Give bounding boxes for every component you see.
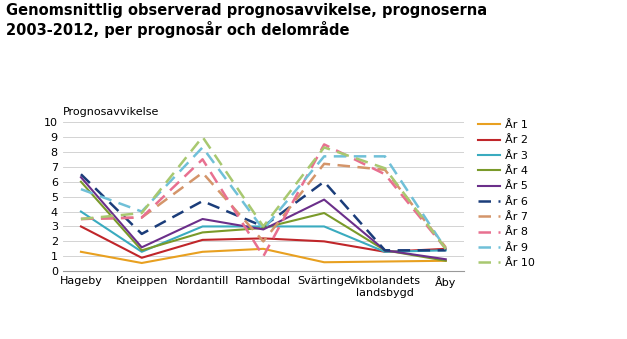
År 7 [199, 171, 206, 175]
År 2 [138, 256, 145, 260]
År 4 [77, 180, 85, 184]
År 1 [442, 259, 450, 263]
År 3 [260, 224, 267, 228]
Line: År 8: År 8 [81, 144, 446, 256]
År 4 [320, 211, 328, 215]
Line: År 5: År 5 [81, 177, 446, 259]
År 10 [138, 211, 145, 215]
År 3 [320, 224, 328, 228]
År 6 [381, 248, 389, 252]
År 3 [138, 250, 145, 254]
År 6 [138, 232, 145, 236]
År 2 [381, 250, 389, 254]
År 3 [77, 210, 85, 214]
År 8 [442, 247, 450, 251]
År 2 [199, 238, 206, 242]
År 7 [77, 217, 85, 221]
År 8 [260, 254, 267, 258]
År 9 [381, 154, 389, 158]
År 10 [442, 247, 450, 251]
År 10 [199, 135, 206, 139]
År 5 [320, 198, 328, 202]
År 4 [199, 231, 206, 235]
Text: Prognosavvikelse: Prognosavvikelse [63, 107, 159, 117]
År 7 [442, 245, 450, 250]
År 2 [260, 236, 267, 240]
År 5 [381, 248, 389, 252]
År 9 [138, 210, 145, 214]
År 8 [138, 216, 145, 220]
Line: År 2: År 2 [81, 226, 446, 258]
År 1 [77, 250, 85, 254]
År 4 [260, 226, 267, 230]
År 8 [320, 142, 328, 146]
År 7 [138, 216, 145, 220]
Legend: År 1, År 2, År 3, År 4, År 5, År 6, År 7, År 8, År 9, År 10: År 1, År 2, År 3, År 4, År 5, År 6, År 7… [478, 120, 535, 268]
År 10 [260, 224, 267, 228]
Line: År 6: År 6 [81, 174, 446, 250]
År 3 [442, 248, 450, 252]
År 7 [320, 162, 328, 166]
År 6 [260, 224, 267, 228]
År 9 [199, 145, 206, 149]
År 10 [381, 166, 389, 170]
År 7 [260, 239, 267, 243]
År 1 [138, 261, 145, 265]
År 5 [442, 257, 450, 261]
År 1 [381, 259, 389, 263]
År 5 [199, 217, 206, 221]
Line: År 9: År 9 [81, 147, 446, 249]
År 3 [381, 250, 389, 254]
År 9 [77, 187, 85, 191]
År 1 [260, 247, 267, 251]
Text: Genomsnittlig observerad prognosavvikelse, prognoserna
2003-2012, per prognosår : Genomsnittlig observerad prognosavvikels… [6, 3, 487, 38]
År 2 [77, 224, 85, 228]
År 9 [320, 154, 328, 158]
År 7 [381, 168, 389, 172]
År 10 [77, 217, 85, 221]
År 8 [381, 172, 389, 176]
År 8 [199, 157, 206, 161]
År 6 [199, 199, 206, 203]
År 9 [260, 227, 267, 232]
År 8 [77, 217, 85, 221]
År 6 [77, 172, 85, 176]
År 5 [138, 245, 145, 250]
Line: År 3: År 3 [81, 212, 446, 252]
År 6 [320, 180, 328, 184]
År 9 [442, 247, 450, 251]
År 2 [442, 247, 450, 251]
År 1 [199, 250, 206, 254]
Line: År 4: År 4 [81, 182, 446, 261]
År 10 [320, 145, 328, 149]
År 3 [199, 224, 206, 228]
År 6 [442, 248, 450, 252]
År 2 [320, 239, 328, 243]
År 1 [320, 260, 328, 264]
År 5 [77, 175, 85, 179]
Line: År 1: År 1 [81, 249, 446, 263]
Line: År 10: År 10 [81, 137, 446, 249]
År 5 [260, 227, 267, 232]
Line: År 7: År 7 [81, 164, 446, 247]
År 4 [138, 248, 145, 252]
År 4 [442, 259, 450, 263]
År 4 [381, 248, 389, 252]
